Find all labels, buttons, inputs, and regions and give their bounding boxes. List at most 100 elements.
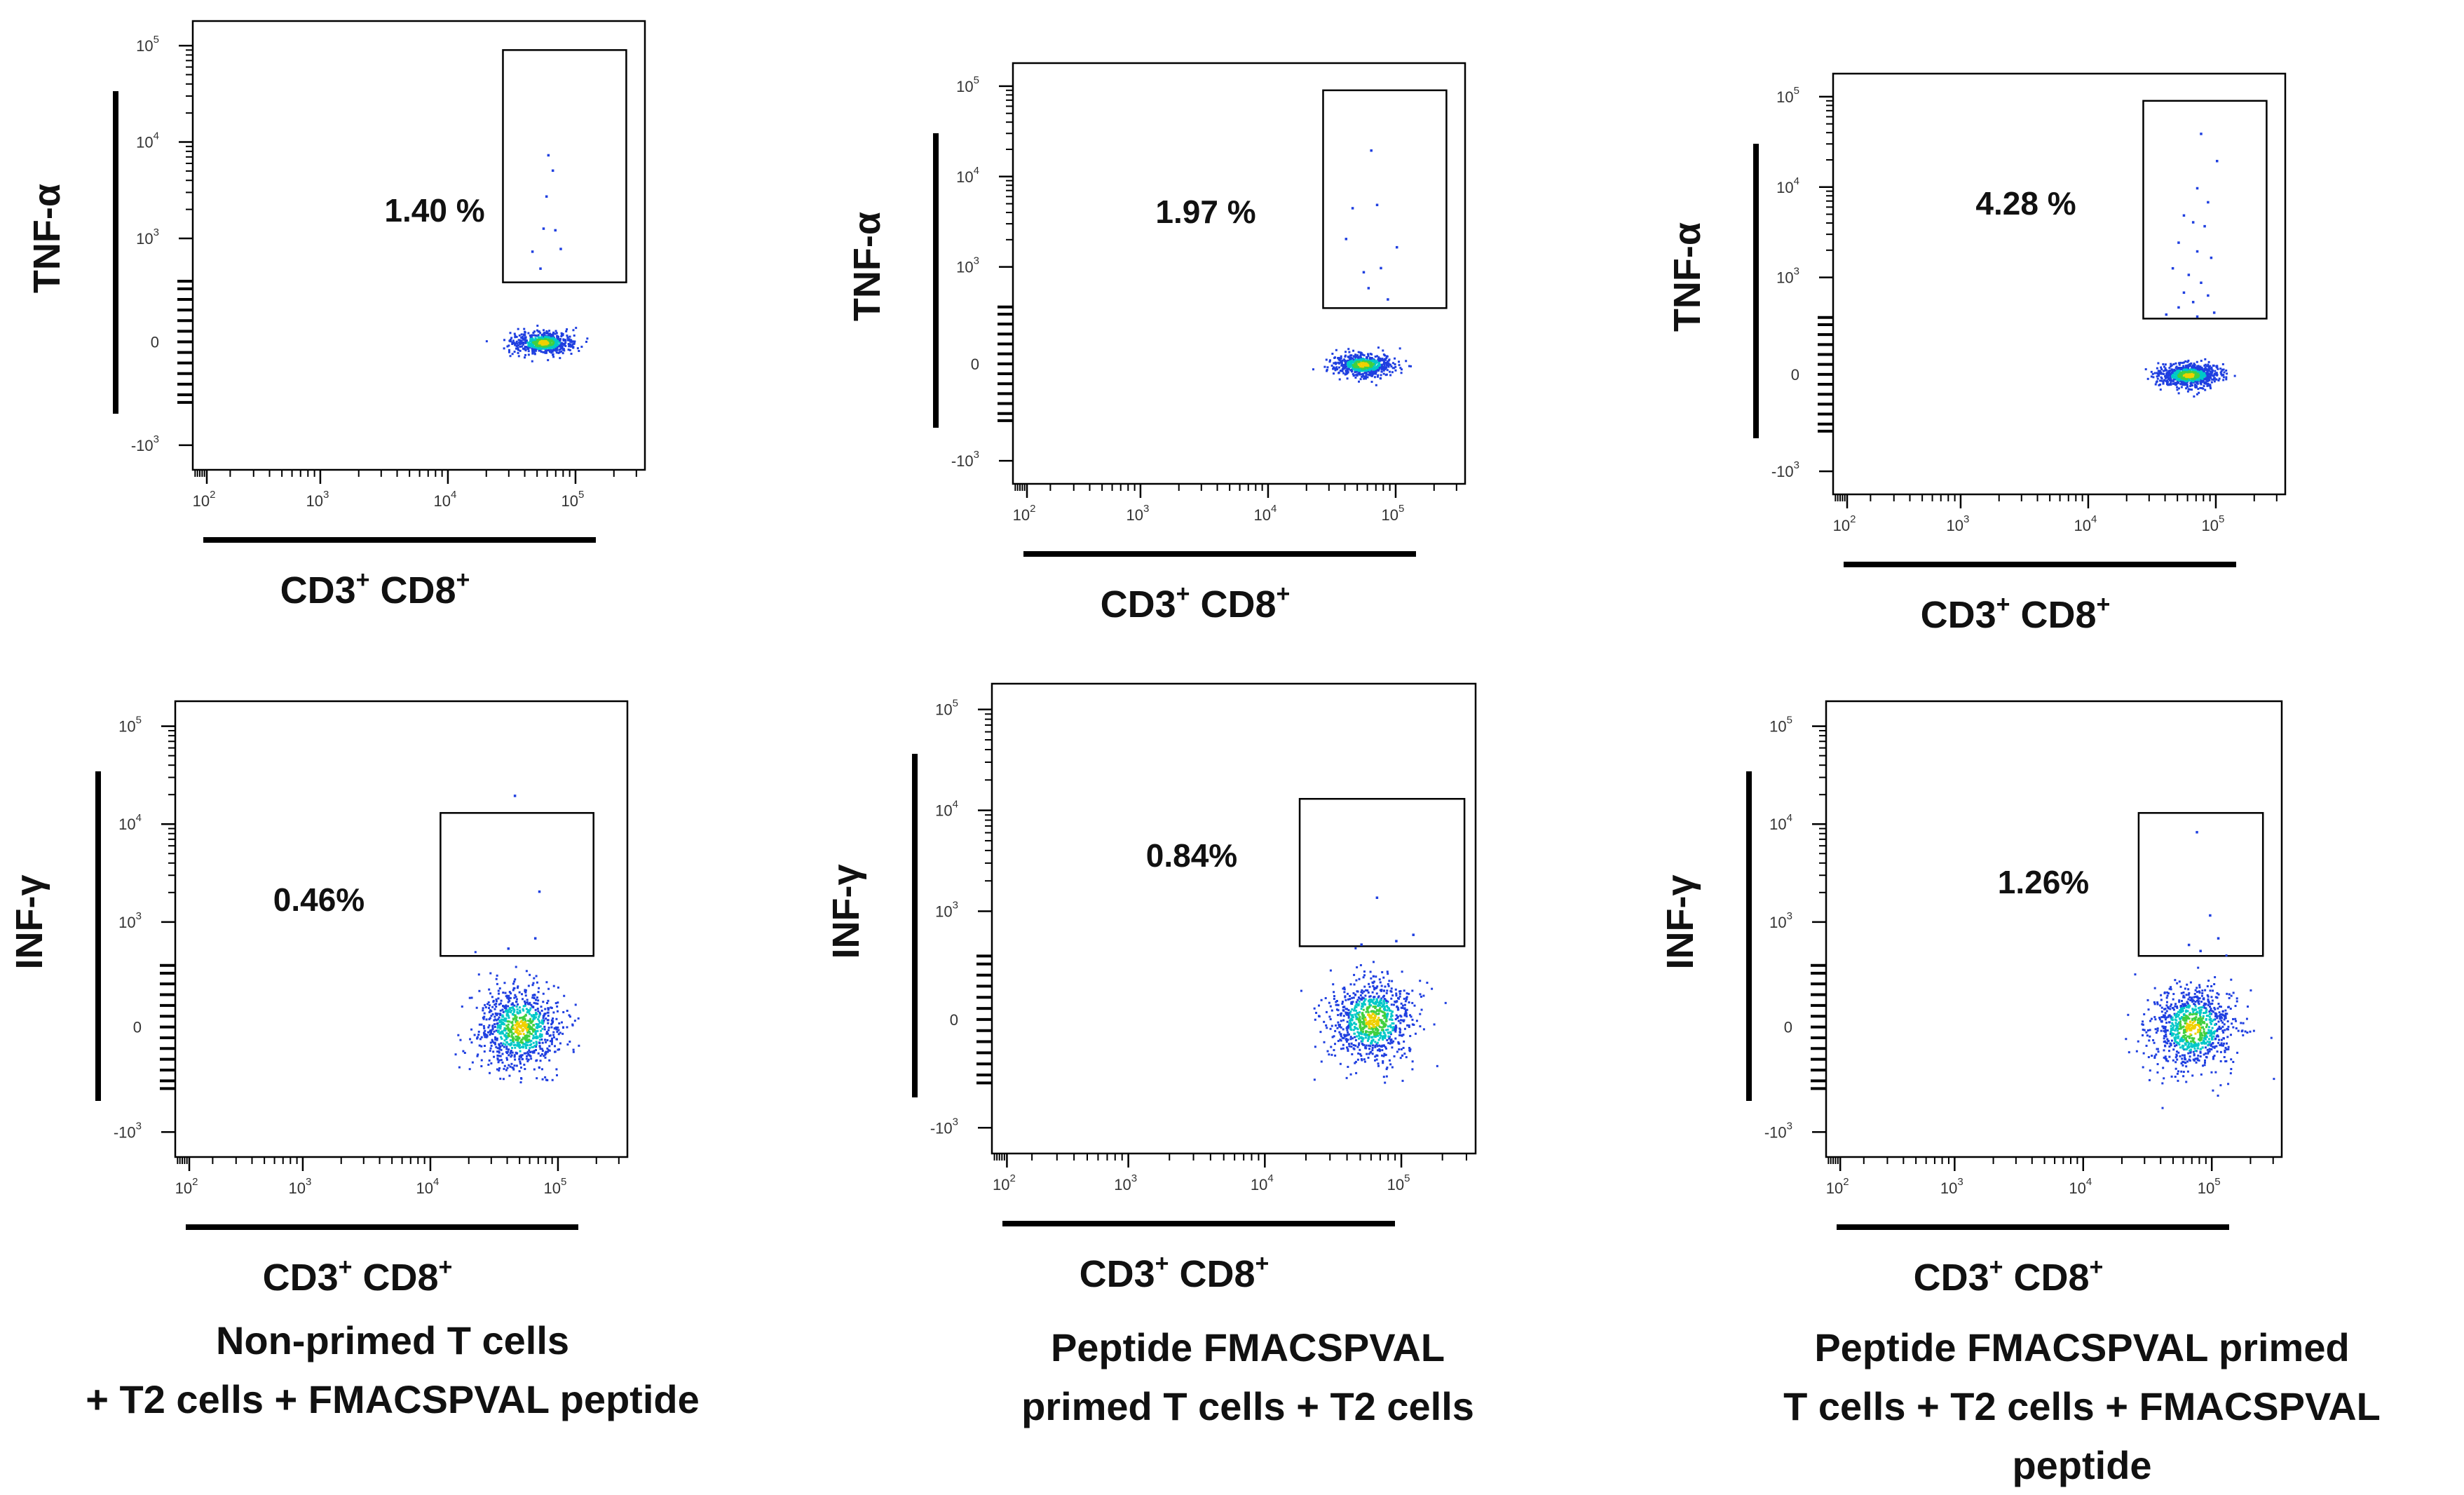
- event-dot: [2226, 1043, 2228, 1045]
- event-dot: [528, 985, 530, 987]
- event-dot: [2166, 1001, 2168, 1003]
- event-dot: [481, 1059, 483, 1061]
- event-dot: [512, 339, 515, 341]
- event-dot: [2186, 1060, 2189, 1062]
- event-dot: [1369, 1027, 1371, 1029]
- x-tick-exponent: 3: [306, 1176, 311, 1188]
- event-dot: [516, 336, 518, 338]
- event-dot: [2211, 1039, 2213, 1041]
- event-dot: [1348, 1017, 1350, 1019]
- event-dot: [2200, 360, 2203, 362]
- event-dot: [1332, 983, 1334, 985]
- x-tick-exponent: 3: [1131, 1172, 1137, 1184]
- event-dot: [542, 1078, 544, 1081]
- event-dot: [1360, 964, 1362, 966]
- event-dot: [1394, 1001, 1396, 1003]
- event-dot: [1333, 357, 1335, 359]
- event-dot: [547, 1015, 550, 1017]
- event-dot: [2196, 991, 2198, 993]
- event-dot: [478, 990, 480, 992]
- x-tick-exponent: 2: [1843, 1176, 1849, 1188]
- x-tick-exponent: 3: [1143, 503, 1149, 515]
- x-axis-label: CD3+ CD8+: [1101, 581, 1291, 625]
- event-dot: [531, 996, 533, 999]
- event-dot: [516, 341, 518, 343]
- event-dot: [536, 982, 538, 984]
- event-dot: [2174, 363, 2177, 365]
- event-dot: [2214, 370, 2216, 372]
- event-dot: [508, 1017, 510, 1019]
- event-dot: [508, 1075, 510, 1077]
- y-axis-label: TNF-α: [1666, 222, 1708, 332]
- event-dot: [1378, 1045, 1380, 1047]
- event-dot: [2197, 967, 2199, 969]
- event-dot: [1348, 1043, 1350, 1045]
- event-dot: [2147, 378, 2149, 380]
- event-dot: [2214, 377, 2216, 379]
- event-dot: [469, 1038, 471, 1040]
- event-dot: [1383, 1017, 1385, 1019]
- event-dot: [500, 1055, 502, 1057]
- event-dot: [537, 1008, 539, 1010]
- event-dot: [1376, 992, 1378, 994]
- event-dot: [2217, 1042, 2219, 1044]
- event-dot: [1383, 1031, 1385, 1034]
- event-dot: [505, 1048, 508, 1050]
- event-dot: [2218, 1015, 2220, 1017]
- event-dot: [2168, 367, 2170, 369]
- event-dot: [539, 1045, 541, 1047]
- event-dot: [524, 1068, 526, 1070]
- event-dot: [491, 1006, 494, 1008]
- y-tick-exponent: 3: [136, 910, 142, 922]
- event-dot: [526, 970, 528, 972]
- event-dot: [2177, 1080, 2179, 1082]
- event-dot: [1325, 997, 1327, 999]
- event-dot: [2175, 1044, 2177, 1046]
- event-dot: [1371, 1049, 1373, 1051]
- event-dot: [2134, 973, 2136, 975]
- event-dot: [514, 978, 516, 980]
- event-dot: [519, 1070, 521, 1072]
- event-dot: [477, 1036, 479, 1038]
- event-dot: [1373, 988, 1375, 990]
- event-dot: [552, 1031, 554, 1034]
- y-tick-label-1: 0: [1784, 1019, 1792, 1036]
- event-dot: [1421, 1009, 1423, 1011]
- event-dot: [516, 1006, 518, 1008]
- event-dot: [1359, 365, 1361, 367]
- event-dot: [514, 351, 516, 353]
- x-axis-label-part: CD3: [263, 1257, 339, 1299]
- event-dot: [1352, 1037, 1354, 1039]
- event-dot: [494, 1008, 496, 1010]
- event-dot: [2203, 385, 2205, 387]
- event-dot: [2168, 1056, 2170, 1058]
- event-dot: [1405, 1015, 1408, 1017]
- plot-frame: [175, 701, 627, 1157]
- event-dot: [1350, 983, 1352, 985]
- event-dot: [499, 1027, 501, 1029]
- event-dot: [536, 1060, 538, 1062]
- event-dot: [2155, 1028, 2157, 1030]
- sparse-event-dot: [1376, 896, 1379, 899]
- event-dot: [479, 1038, 482, 1040]
- event-dot: [519, 1060, 521, 1062]
- gate-percent-label: 4.28 %: [1975, 185, 2076, 222]
- event-dot: [2185, 1065, 2187, 1067]
- event-dot: [2209, 1048, 2211, 1050]
- event-dot: [557, 987, 559, 989]
- event-dot: [578, 1017, 580, 1020]
- x-axis-label-superscript: +: [439, 1254, 453, 1280]
- x-tick-exponent: 4: [451, 489, 456, 501]
- event-dot: [1373, 996, 1375, 998]
- gate-box: [1323, 90, 1446, 309]
- event-dot: [492, 1028, 494, 1030]
- event-dot: [502, 1032, 504, 1034]
- event-dot: [1383, 1053, 1385, 1055]
- event-dot: [1364, 994, 1366, 996]
- event-dot: [1371, 1036, 1373, 1038]
- event-dot: [1377, 1017, 1380, 1019]
- event-dot: [1344, 988, 1346, 990]
- event-dot: [566, 337, 569, 339]
